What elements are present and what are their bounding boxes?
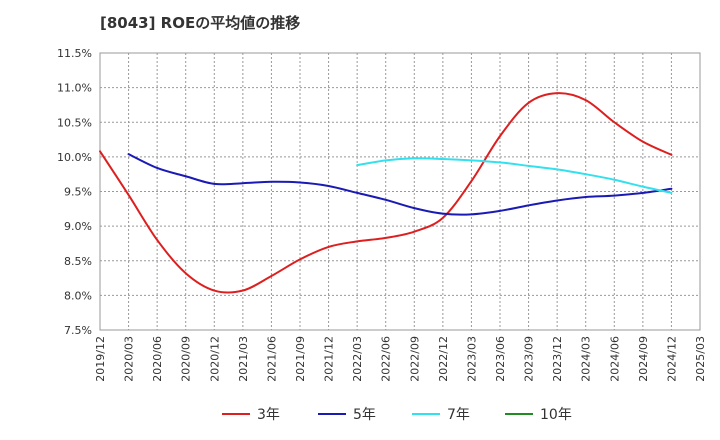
legend-label-3: 10年 [540,407,572,423]
y-tick-label: 9.5% [64,186,92,199]
x-tick-label: 2023/06 [494,336,507,382]
legend-label-0: 3年 [257,407,280,423]
x-tick-label: 2020/12 [208,336,221,382]
x-tick-label: 2022/06 [380,336,393,382]
x-tick-label: 2023/12 [551,336,564,382]
legend-label-1: 5年 [353,407,376,423]
legend: 3年 5年 7年 10年 [222,407,572,423]
y-tick-label: 8.0% [64,289,92,302]
x-tick-label: 2025/03 [694,336,707,382]
x-tick-label: 2024/12 [665,336,678,382]
x-tick-label: 2024/09 [637,336,650,382]
x-tick-label: 2020/03 [123,336,136,382]
y-axis-ticks: 7.5% 8.0% 8.5% 9.0% 9.5% 10.0% 10.5% 11.0% 11.5% [57,47,92,337]
y-tick-label: 10.0% [57,151,92,164]
x-tick-label: 2022/12 [437,336,450,382]
x-tick-label: 2024/06 [608,336,621,382]
chart-title: [8043] ROEの平均値の推移 [100,14,300,32]
x-tick-label: 2021/12 [323,336,336,382]
x-tick-label: 2021/09 [294,336,307,382]
series-layer [99,92,673,294]
x-axis-ticks: 2019/12 2020/03 2020/06 2020/09 2020/12 2021/… [94,336,707,382]
series-line-2 [356,157,673,194]
x-tick-label: 2022/03 [351,336,364,382]
y-tick-label: 8.5% [64,255,92,268]
x-tick-label: 2019/12 [94,336,107,382]
x-tick-label: 2022/09 [408,336,421,382]
y-tick-label: 11.5% [57,47,92,60]
y-tick-label: 10.5% [57,116,92,129]
legend-label-2: 7年 [447,407,470,423]
x-tick-label: 2023/09 [523,336,536,382]
y-tick-label: 11.0% [57,82,92,95]
series-line-1 [127,153,673,216]
y-tick-label: 9.0% [64,220,92,233]
series-line-0 [99,92,673,294]
x-tick-label: 2024/03 [580,336,593,382]
x-tick-label: 2021/06 [265,336,278,382]
x-tick-label: 2021/03 [237,336,250,382]
x-tick-label: 2023/03 [465,336,478,382]
grid-layer [100,53,700,330]
x-tick-label: 2020/09 [180,336,193,382]
x-tick-label: 2020/06 [151,336,164,382]
y-tick-label: 7.5% [64,324,92,337]
